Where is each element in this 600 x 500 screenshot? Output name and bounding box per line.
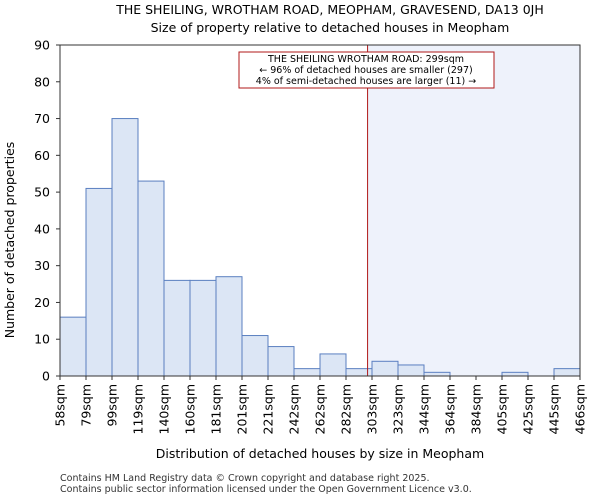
x-axis-label: Distribution of detached houses by size …	[156, 446, 484, 461]
footer-copyright-line: Contains HM Land Registry data © Crown c…	[60, 473, 430, 484]
bar	[137, 180, 165, 377]
x-tick-label: 344sqm	[417, 384, 432, 434]
y-tick-label: 80	[34, 74, 50, 89]
x-tick-label: 323sqm	[391, 384, 406, 434]
x-tick-label: 181sqm	[209, 384, 224, 434]
y-tick-label: 50	[34, 185, 50, 200]
x-tick-label: 466sqm	[573, 384, 588, 434]
x-tick-label: 282sqm	[339, 384, 354, 434]
x-tick-label: 58sqm	[53, 384, 68, 427]
y-tick-label: 40	[34, 221, 50, 236]
x-tick-label: 99sqm	[105, 384, 120, 427]
x-tick-label: 119sqm	[131, 384, 146, 434]
annotation-box: THE SHEILING WROTHAM ROAD: 299sqm ← 96% …	[238, 51, 495, 89]
x-tick-label: 303sqm	[365, 384, 380, 434]
x-tick-label: 445sqm	[547, 384, 562, 434]
y-tick-label: 20	[34, 295, 50, 310]
y-tick-label: 0	[42, 369, 50, 384]
bar	[85, 187, 113, 377]
bar	[397, 364, 425, 377]
annotation-line-1: THE SHEILING WROTHAM ROAD: 299sqm	[267, 54, 464, 65]
x-tick-label: 425sqm	[521, 384, 536, 434]
y-tick-label: 10	[34, 332, 50, 347]
x-tick-label: 140sqm	[157, 384, 172, 434]
bar	[59, 316, 87, 377]
bar	[501, 371, 529, 377]
x-axis-ticks: 58sqm 79sqm 99sqm 119sqm 140sqm 160sqm 181sqm 2…	[53, 376, 588, 434]
chart-subtitle: Size of property relative to detached ho…	[151, 20, 510, 35]
larger-houses-shaded-region	[367, 45, 580, 376]
bar	[293, 368, 321, 377]
x-tick-label: 160sqm	[183, 384, 198, 434]
x-tick-label: 364sqm	[443, 384, 458, 434]
bar	[267, 346, 295, 377]
annotation-line-3: 4% of semi-detached houses are larger (1…	[256, 76, 476, 87]
bar	[215, 276, 243, 377]
bar	[163, 279, 191, 377]
y-axis-ticks: 0 10 20 30 40 50 60 70 80 90	[34, 38, 60, 384]
bar	[319, 353, 347, 377]
y-tick-label: 70	[34, 111, 50, 126]
x-tick-label: 242sqm	[287, 384, 302, 434]
chart-title: THE SHEILING, WROTHAM ROAD, MEOPHAM, GRA…	[115, 2, 544, 17]
x-tick-label: 384sqm	[469, 384, 484, 434]
bar	[423, 371, 451, 377]
bar	[189, 279, 217, 377]
bar	[345, 368, 373, 377]
y-tick-label: 60	[34, 148, 50, 163]
bar	[241, 335, 269, 377]
x-tick-label: 201sqm	[235, 384, 250, 434]
x-tick-label: 79sqm	[79, 384, 94, 427]
bars-group	[59, 118, 581, 377]
y-axis-label: Number of detached properties	[2, 142, 17, 339]
annotation-border	[238, 51, 495, 89]
footer-licence-line: Contains public sector information licen…	[60, 484, 472, 495]
y-tick-label: 30	[34, 258, 50, 273]
y-tick-label: 90	[34, 38, 50, 53]
bar	[371, 360, 399, 377]
bar	[111, 118, 139, 377]
x-tick-label: 262sqm	[313, 384, 328, 434]
x-tick-label: 221sqm	[261, 384, 276, 434]
x-tick-label: 405sqm	[495, 384, 510, 434]
bar	[553, 368, 581, 377]
histogram-chart: THE SHEILING, WROTHAM ROAD, MEOPHAM, GRA…	[2, 2, 588, 461]
annotation-line-2: ← 96% of detached houses are smaller (29…	[259, 65, 472, 76]
